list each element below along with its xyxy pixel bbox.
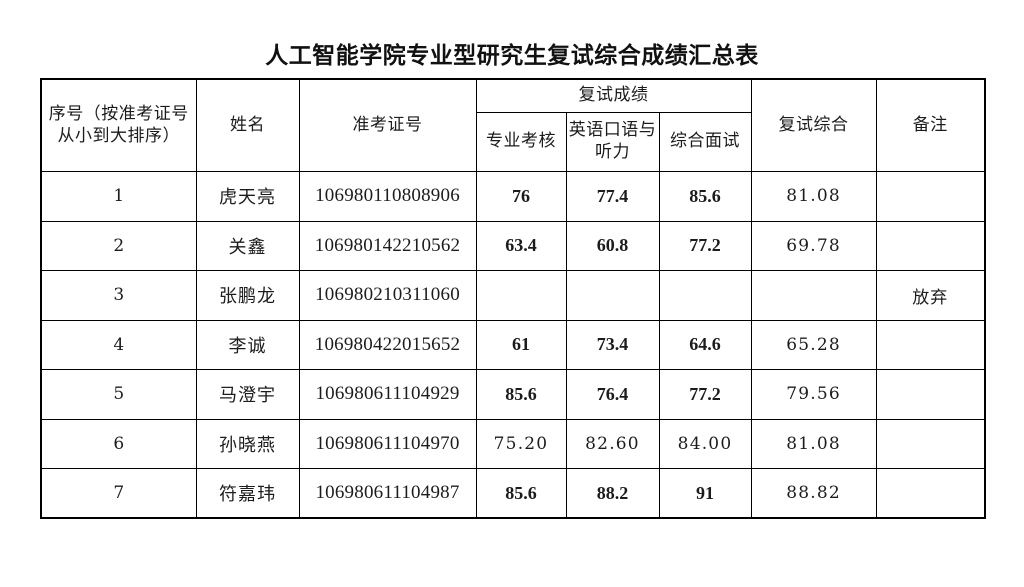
cell-name: 张鹏龙 <box>195 270 300 321</box>
cell-index: 1 <box>40 171 197 222</box>
column-header-major-exam: 专业考核 <box>475 112 567 172</box>
table-header: 序号（按准考证号从小到大排序） 姓名 准考证号 复试成绩 复试综合 备注 专业考… <box>40 78 986 172</box>
cell-comprehensive-interview: 77.2 <box>658 220 752 271</box>
column-header-name: 姓名 <box>195 78 300 172</box>
cell-name: 马澄宇 <box>195 369 300 420</box>
cell-exam-no: 106980142210562 <box>298 220 477 271</box>
cell-comprehensive-interview: 85.6 <box>658 171 752 222</box>
cell-retest-total: 81.08 <box>750 418 877 469</box>
cell-comprehensive-interview: 64.6 <box>658 319 752 370</box>
cell-index: 4 <box>40 319 197 370</box>
cell-exam-no: 106980422015652 <box>298 319 477 370</box>
table-header-row-top: 序号（按准考证号从小到大排序） 姓名 准考证号 复试成绩 复试综合 备注 <box>40 78 986 172</box>
cell-major-exam: 85.6 <box>475 369 567 420</box>
table-row: 3 张鹏龙 106980210311060 放弃 <box>40 270 986 321</box>
cell-index: 5 <box>40 369 197 420</box>
cell-major-exam <box>475 270 567 321</box>
cell-remark: 放弃 <box>875 270 986 321</box>
cell-name: 符嘉玮 <box>195 468 300 519</box>
cell-exam-no: 106980210311060 <box>298 270 477 321</box>
table-row: 7 符嘉玮 106980611104987 85.6 88.2 91 88.82 <box>40 468 986 519</box>
cell-english-oral: 60.8 <box>565 220 660 271</box>
cell-english-oral: 76.4 <box>565 369 660 420</box>
table-row: 4 李诚 106980422015652 61 73.4 64.6 65.28 <box>40 319 986 370</box>
cell-major-exam: 75.20 <box>475 418 567 469</box>
cell-english-oral: 82.60 <box>565 418 660 469</box>
cell-major-exam: 63.4 <box>475 220 567 271</box>
table-header-row-sub: 专业考核 英语口语与听力 综合面试 <box>41 112 985 172</box>
column-header-retest-total: 复试综合 <box>750 78 877 172</box>
cell-name: 关鑫 <box>195 220 300 271</box>
cell-major-exam: 85.6 <box>475 468 567 519</box>
cell-major-exam: 61 <box>475 319 567 370</box>
table-row: 5 马澄宇 106980611104929 85.6 76.4 77.2 79.… <box>40 369 986 420</box>
cell-remark <box>875 171 986 222</box>
cell-english-oral: 88.2 <box>565 468 660 519</box>
cell-name: 李诚 <box>195 319 300 370</box>
grades-table: 序号（按准考证号从小到大排序） 姓名 准考证号 复试成绩 复试综合 备注 专业考… <box>40 78 987 519</box>
page-title: 人工智能学院专业型研究生复试综合成绩汇总表 <box>265 42 759 69</box>
cell-retest-total <box>750 270 877 321</box>
cell-name: 孙晓燕 <box>195 418 300 469</box>
cell-retest-total: 65.28 <box>750 319 877 370</box>
cell-exam-no: 106980611104929 <box>298 369 477 420</box>
cell-remark <box>875 220 986 271</box>
cell-index: 7 <box>40 468 197 519</box>
column-header-comprehensive-interview: 综合面试 <box>658 112 752 172</box>
cell-exam-no: 106980110808906 <box>298 171 477 222</box>
cell-index: 3 <box>40 270 197 321</box>
table-row: 6 孙晓燕 106980611104970 75.20 82.60 84.00 … <box>40 418 986 469</box>
cell-comprehensive-interview <box>658 270 752 321</box>
cell-retest-total: 79.56 <box>750 369 877 420</box>
cell-exam-no: 106980611104970 <box>298 418 477 469</box>
column-header-retest-scores-group: 复试成绩 <box>475 78 752 113</box>
cell-retest-total: 88.82 <box>750 468 877 519</box>
table-body: 1 虎天亮 106980110808906 76 77.4 85.6 81.08… <box>40 171 986 519</box>
cell-english-oral: 77.4 <box>565 171 660 222</box>
cell-english-oral: 73.4 <box>565 319 660 370</box>
cell-remark <box>875 319 986 370</box>
cell-index: 2 <box>40 220 197 271</box>
cell-comprehensive-interview: 91 <box>658 468 752 519</box>
cell-index: 6 <box>40 418 197 469</box>
cell-retest-total: 69.78 <box>750 220 877 271</box>
column-header-remark: 备注 <box>875 78 986 172</box>
column-header-english-oral: 英语口语与听力 <box>565 112 660 172</box>
table-row: 1 虎天亮 106980110808906 76 77.4 85.6 81.08 <box>40 171 986 222</box>
column-header-exam-no: 准考证号 <box>298 78 477 172</box>
cell-remark <box>875 369 986 420</box>
table-row: 2 关鑫 106980142210562 63.4 60.8 77.2 69.7… <box>40 220 986 271</box>
cell-english-oral <box>565 270 660 321</box>
cell-comprehensive-interview: 77.2 <box>658 369 752 420</box>
column-header-index: 序号（按准考证号从小到大排序） <box>40 78 197 172</box>
cell-major-exam: 76 <box>475 171 567 222</box>
cell-name: 虎天亮 <box>195 171 300 222</box>
cell-comprehensive-interview: 84.00 <box>658 418 752 469</box>
cell-exam-no: 106980611104987 <box>298 468 477 519</box>
cell-remark <box>875 418 986 469</box>
cell-remark <box>875 468 986 519</box>
grades-table-container: 序号（按准考证号从小到大排序） 姓名 准考证号 复试成绩 复试综合 备注 专业考… <box>40 78 987 519</box>
cell-retest-total: 81.08 <box>750 171 877 222</box>
